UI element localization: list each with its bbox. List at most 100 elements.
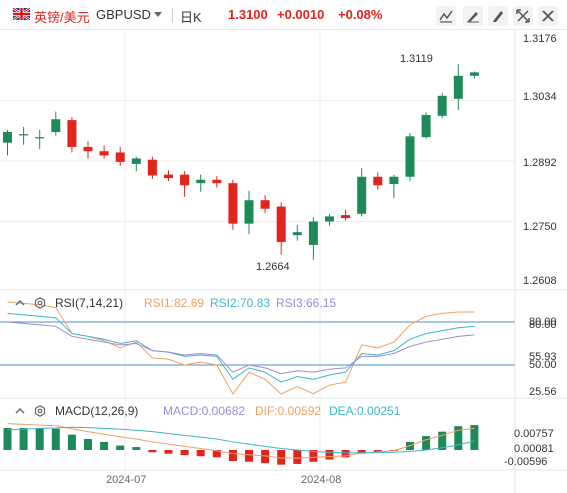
macd-histogram-bar <box>357 450 366 454</box>
pair-name: 英镑/美元 <box>34 10 90 25</box>
draw-icon[interactable] <box>463 6 483 26</box>
x-axis-label: 2024-07 <box>106 474 147 486</box>
macd-histogram-bar <box>470 425 479 450</box>
macd-histogram-bar <box>438 431 447 450</box>
macd-histogram-bar <box>454 426 463 450</box>
price-change-pct: +0.08% <box>338 7 383 22</box>
candle-body <box>51 119 61 133</box>
candle-body <box>469 72 479 76</box>
chevron-up-icon[interactable] <box>14 297 26 309</box>
rsi-tick: 25.56 <box>529 386 557 398</box>
macd-tick: 0.00081 <box>514 443 554 455</box>
macd-histogram-bar <box>35 428 44 450</box>
candle-body <box>99 151 109 156</box>
candle-body <box>373 176 383 186</box>
symbol-selector[interactable]: GBPUSD <box>96 7 151 22</box>
candle-body <box>180 174 190 186</box>
gear-icon[interactable] <box>34 297 46 309</box>
rsi1-value: RSI1:82.69 <box>144 296 205 310</box>
candle-body <box>421 114 431 138</box>
macd-histogram-bar <box>293 450 302 464</box>
price-change: +0.0010 <box>277 7 325 22</box>
rsi-tick: 80.00 <box>529 319 557 331</box>
macd-histogram-bar <box>164 450 173 454</box>
rsi-label: RSI(7,14,21) <box>55 296 124 310</box>
macd-histogram-bar <box>67 434 76 450</box>
rsi-tick: 80.00 <box>529 316 557 328</box>
macd-histogram-bar <box>277 450 286 465</box>
candle-body <box>3 132 12 143</box>
candle-body <box>260 200 270 209</box>
price-tick: 1.3034 <box>523 91 557 103</box>
macd-histogram-bar <box>196 450 205 457</box>
chevron-down-icon[interactable] <box>154 12 162 17</box>
macd-histogram-bar <box>245 450 253 462</box>
price-tick: 1.2750 <box>523 221 557 233</box>
macd-histogram-bar <box>212 450 221 458</box>
rsi3-value: RSI3:66.15 <box>276 296 337 310</box>
macd-histogram-bar <box>309 450 318 462</box>
macd-tick: -0.00596 <box>504 456 548 468</box>
price-tick: 1.2608 <box>523 275 557 287</box>
macd-histogram-bar <box>148 450 157 453</box>
macd-tick: 0.00757 <box>514 428 554 440</box>
macd-histogram-bar <box>422 436 431 450</box>
chevron-up-icon[interactable] <box>14 405 26 417</box>
rsi3-line <box>7 321 475 375</box>
candle-body <box>83 146 93 152</box>
macd-histogram-bar <box>19 428 28 450</box>
fullscreen-icon[interactable] <box>513 6 533 26</box>
rsi-tick: 55.93 <box>529 351 557 363</box>
macd-histogram-bar <box>325 450 334 460</box>
candle-body <box>19 134 29 136</box>
macd-histogram-bar <box>180 450 189 456</box>
candle-body <box>357 176 367 214</box>
x-axis-label: 2024-08 <box>301 474 342 486</box>
candle-body <box>341 215 351 219</box>
dea-value: DEA:0.00251 <box>329 404 401 418</box>
macd-histogram-bar <box>3 428 12 450</box>
candle-body <box>196 179 206 184</box>
macd-histogram-bar <box>84 439 92 450</box>
macd-label: MACD(12,26,9) <box>55 404 139 418</box>
rsi2-line <box>7 312 475 383</box>
gear-icon[interactable] <box>34 405 46 417</box>
macd-histogram-bar <box>341 450 350 458</box>
candle-body <box>35 137 45 139</box>
macd-histogram-bar <box>373 450 382 453</box>
close-icon[interactable] <box>538 6 558 26</box>
macd-histogram-bar <box>132 447 141 450</box>
rsi1-line <box>7 301 475 395</box>
pencil-icon[interactable] <box>488 6 508 26</box>
price-tick: 1.3176 <box>523 33 557 45</box>
candle-body <box>405 136 415 177</box>
period-selector[interactable]: 日K <box>180 10 202 25</box>
candle-body <box>389 176 399 185</box>
current-price: 1.3100 <box>228 7 268 22</box>
candle-body <box>453 75 463 99</box>
candle-body <box>325 216 334 222</box>
rsi-tick: 50.00 <box>529 359 557 371</box>
macd-histogram-bar <box>261 450 270 464</box>
candle-body <box>228 183 238 224</box>
dif-value: DIF:0.00592 <box>255 404 322 418</box>
chart-header: 英镑/美元 GBPUSD 日K 1.3100 +0.0010 +0.08% <box>0 0 567 30</box>
candle-body <box>164 174 173 179</box>
rsi2-value: RSI2:70.83 <box>210 296 271 310</box>
macd-histogram-bar <box>116 445 125 450</box>
candle-body <box>147 159 157 176</box>
high-annotation: 1.3119 <box>400 53 433 65</box>
candle-body <box>67 120 77 147</box>
candle-body <box>212 179 222 184</box>
candle-body <box>437 95 447 116</box>
zigzag-icon[interactable] <box>436 6 456 26</box>
macd-value: MACD:0.00682 <box>163 404 246 418</box>
candle-body <box>292 232 302 236</box>
dif-line <box>7 423 475 459</box>
low-annotation: 1.2664 <box>256 261 290 273</box>
macd-histogram-bar <box>51 428 60 450</box>
macd-histogram-bar <box>228 450 237 461</box>
uk-flag-icon <box>13 8 30 20</box>
candle-body <box>276 206 286 242</box>
